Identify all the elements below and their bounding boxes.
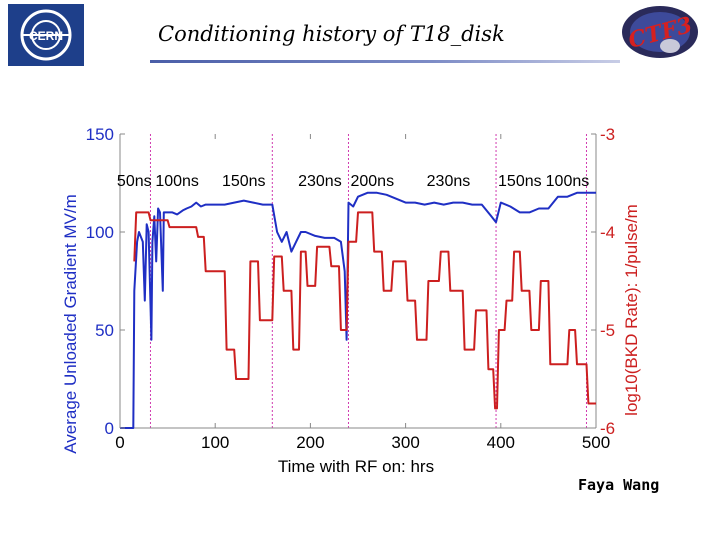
y-axis-label-left: Average Unloaded Gradient MV/m: [61, 194, 80, 454]
pulse-annotation-4: 200ns: [350, 173, 394, 190]
x-tick-label-3: 300: [391, 433, 419, 452]
y-tick-label-right-0: -6: [600, 419, 615, 438]
ctf3-logo: CTF3: [618, 2, 702, 66]
pulse-annotation-6: 150ns: [498, 173, 542, 190]
pulse-annotation-2: 150ns: [222, 173, 266, 190]
y-tick-label-right-2: -4: [600, 223, 615, 242]
y-tick-label-left-2: 100: [86, 223, 114, 242]
y-axis-label-right: log10(BKD Rate): 1/pulse/m: [622, 204, 641, 416]
y-tick-label-left-1: 50: [95, 321, 114, 340]
pulse-annotation-0: 50ns: [117, 173, 152, 190]
pulse-annotation-5: 230ns: [427, 173, 471, 190]
y-tick-label-left-3: 150: [86, 125, 114, 144]
cern-logo: CERN: [8, 4, 84, 66]
x-tick-label-2: 200: [296, 433, 324, 452]
gradient-series-line: [120, 191, 596, 429]
pulse-annotation-1: 100ns: [155, 173, 199, 190]
author-name: Faya Wang: [578, 476, 660, 494]
slide-title: Conditioning history of T18_disk: [158, 22, 505, 46]
x-tick-label-4: 400: [487, 433, 515, 452]
x-tick-label-1: 100: [201, 433, 229, 452]
x-axis-label: Time with RF on: hrs: [278, 457, 434, 476]
conditioning-chart: 50ns 100ns 150ns 230ns 200ns 230ns 150ns 100ns …: [61, 125, 641, 476]
y-tick-label-right-3: -3: [600, 125, 615, 144]
y-tick-label-right-1: -5: [600, 321, 615, 340]
cern-logo-text: CERN: [29, 29, 63, 43]
bkd-rate-series-line: [133, 211, 596, 410]
y-tick-label-left-0: 0: [105, 419, 114, 438]
pulse-annotation-3: 230ns: [298, 173, 342, 190]
x-tick-label-0: 0: [115, 433, 124, 452]
title-rule: [150, 60, 620, 63]
x-tick-label-5: 500: [582, 433, 610, 452]
pulse-annotation-7: 100ns: [546, 173, 590, 190]
